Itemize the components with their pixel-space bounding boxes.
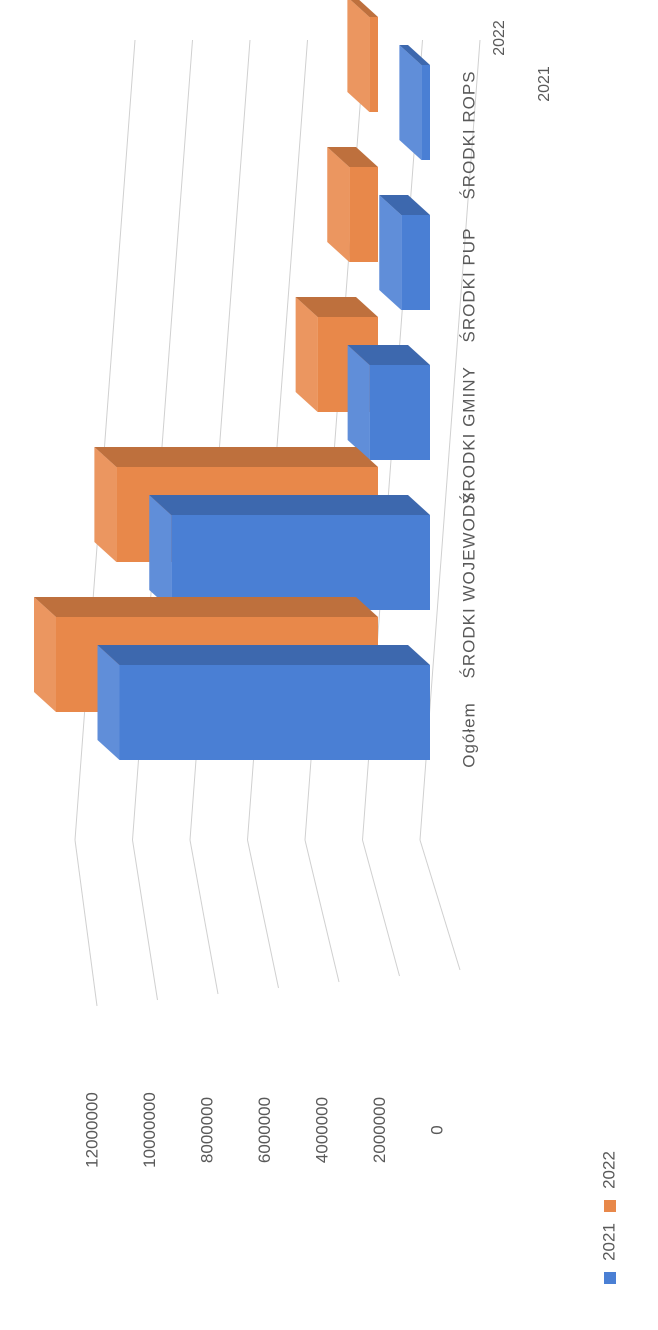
bar-front: [369, 17, 378, 112]
category-label: ŚRODKI WOJEWODY: [459, 492, 478, 679]
bars: [34, 0, 430, 760]
bar-cap: [34, 597, 56, 712]
bar-2022: [327, 147, 378, 262]
bar-cap: [149, 495, 172, 610]
legend: 2021 2022: [599, 1151, 618, 1284]
bar-front: [119, 665, 430, 760]
gridline: [247, 839, 279, 989]
bar-front: [349, 167, 378, 262]
bar-cap: [347, 345, 370, 460]
gridline: [74, 839, 98, 1007]
labels: 0 2000000 4000000 6000000 8000000 10000000 120…: [82, 20, 553, 1168]
y-tick-label: 8000000: [197, 1097, 216, 1163]
bar-front: [171, 515, 430, 610]
legend-item: 2022: [599, 1151, 618, 1212]
bar-2021: [379, 195, 430, 310]
bar-front: [421, 65, 430, 160]
y-tick-label: 4000000: [312, 1097, 331, 1163]
gridline: [362, 839, 400, 977]
bar-2021: [347, 345, 430, 460]
depth-axis-label: 2022: [491, 20, 508, 56]
legend-item: 2021: [599, 1223, 618, 1284]
bar-side: [327, 147, 378, 167]
depth-axis-label: 2021: [536, 66, 553, 102]
bar-cap: [97, 645, 120, 760]
y-tick-label: 2000000: [370, 1097, 389, 1163]
bar-2021: [399, 45, 430, 160]
bar-cap: [347, 0, 370, 112]
bar-side: [379, 195, 430, 215]
bar-cap: [399, 45, 422, 160]
category-label: ŚRODKI ROPS: [459, 70, 478, 199]
bar-side: [399, 45, 430, 65]
legend-swatch: [604, 1200, 616, 1212]
category-label: ŚRODKI PUP: [459, 228, 478, 343]
bar-cap: [295, 297, 318, 412]
bar-front: [369, 365, 430, 460]
gridline: [132, 839, 158, 1001]
category-label: ŚRODKI GMINY: [459, 366, 478, 504]
y-tick-label: 6000000: [255, 1097, 274, 1163]
bar-cap: [379, 195, 402, 310]
bar-cap: [327, 147, 350, 262]
bar-2022: [347, 0, 378, 112]
bar-side: [149, 495, 430, 515]
y-tick-label: 0: [427, 1125, 446, 1134]
y-tick-label: 12000000: [82, 1092, 101, 1168]
gridline: [304, 839, 340, 983]
legend-swatch: [604, 1272, 616, 1284]
bar-2021: [149, 495, 430, 610]
bar-side: [34, 597, 378, 617]
y-tick-label: 10000000: [140, 1092, 159, 1168]
bar-side: [97, 645, 430, 665]
bar-side: [94, 447, 378, 467]
category-label: Ogółem: [459, 702, 478, 768]
bar-side: [350, 0, 378, 17]
bar-front: [401, 215, 430, 310]
gridline: [419, 839, 461, 971]
bar-side: [347, 345, 430, 365]
legend-label: 2021: [599, 1223, 618, 1261]
gridline: [189, 839, 219, 995]
bar-cap: [94, 447, 117, 562]
bar-side: [295, 297, 378, 317]
legend-label: 2022: [599, 1151, 618, 1189]
bar-2021: [97, 645, 430, 760]
